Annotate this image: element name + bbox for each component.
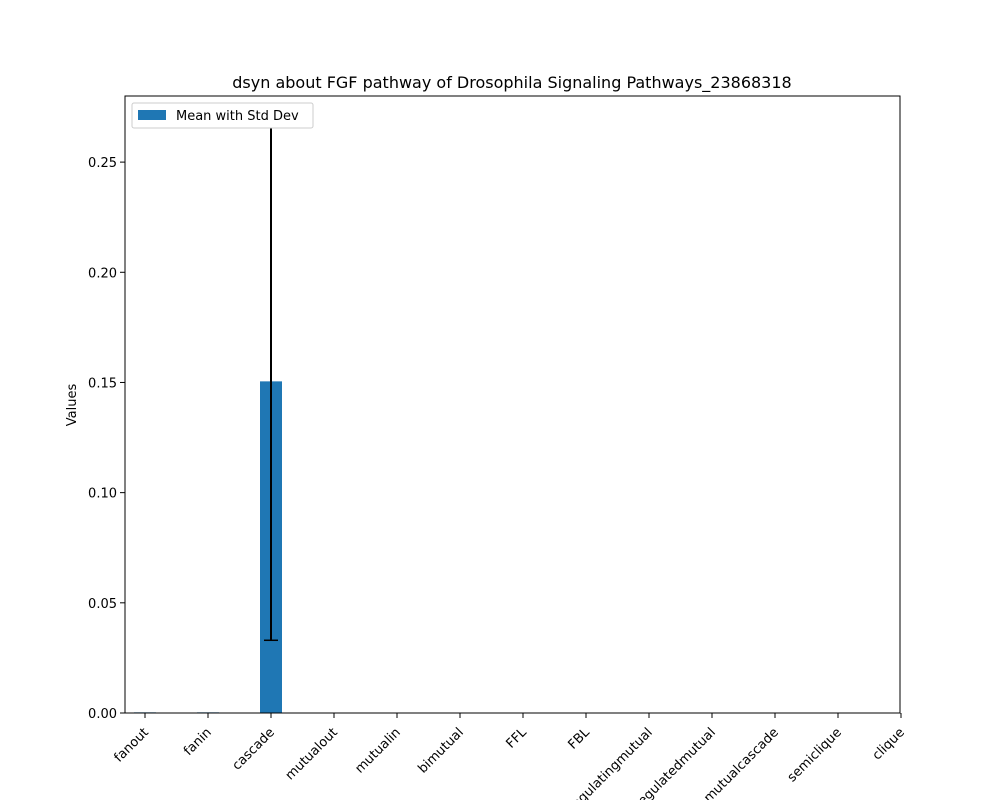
x-tick-label-fanout: fanout	[111, 725, 151, 765]
legend: Mean with Std Dev	[131, 102, 314, 129]
x-tick-label-bimutual: bimutual	[415, 725, 466, 776]
x-axis: fanout fanin cascade mutualout mutualin bimut…	[111, 713, 908, 800]
y-tick-label-3: 0.15	[88, 376, 117, 391]
legend-box	[131, 102, 314, 129]
x-tick-label-fanin: fanin	[181, 725, 215, 759]
y-axis: 0.00 0.05 0.10 0.15 0.20 0.25	[88, 156, 125, 722]
y-tick-label-2: 0.10	[88, 487, 117, 502]
x-tick-label-semiclique: semiclique	[785, 725, 845, 785]
chart-title: dsyn about FGF pathway of Drosophila Sig…	[232, 73, 791, 93]
x-tick-label-clique: clique	[870, 725, 908, 763]
y-tick-label-4: 0.20	[88, 266, 117, 281]
legend-label: Mean with Std Dev	[176, 109, 299, 124]
x-tick-label-FFL: FFL	[504, 725, 531, 752]
y-tick-label-1: 0.05	[88, 597, 117, 612]
y-tick-label-0: 0.00	[88, 707, 117, 722]
x-tick-label-mutualout: mutualout	[283, 725, 341, 783]
legend-swatch	[138, 110, 166, 120]
plot-frame	[124, 95, 901, 714]
x-tick-label-mutualin: mutualin	[352, 725, 403, 776]
x-tick-label-FBL: FBL	[566, 725, 594, 753]
bars-layer	[134, 381, 282, 713]
x-tick-label-cascade: cascade	[230, 725, 278, 773]
y-axis-label: Values	[65, 384, 80, 427]
y-tick-label-5: 0.25	[88, 156, 117, 171]
